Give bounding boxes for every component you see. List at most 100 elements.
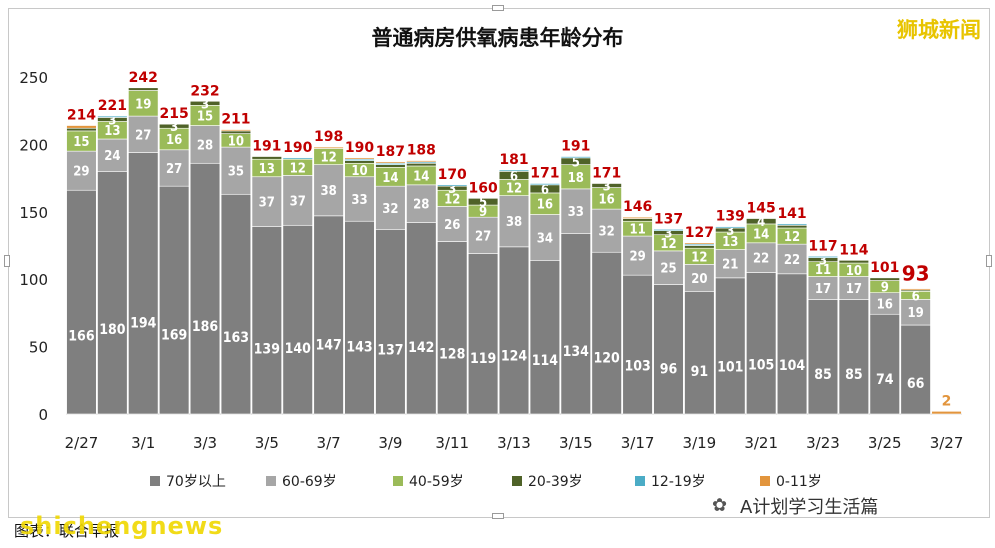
bar-segment — [807, 255, 839, 258]
segment-value-label: 14 — [753, 227, 769, 242]
bar-segment — [653, 284, 684, 415]
segment-value-label: 17 — [846, 282, 862, 297]
total-value-label: 170 — [438, 167, 467, 183]
bar-segment — [406, 184, 437, 223]
total-value-label: 191 — [252, 139, 281, 155]
bar-segment — [622, 216, 653, 219]
segment-value-label: 33 — [351, 193, 367, 208]
legend-label: 20-39岁 — [528, 474, 583, 490]
bar-segment — [900, 288, 931, 291]
segment-value-label: 20 — [691, 272, 707, 287]
legend-swatch — [150, 476, 160, 486]
bar-segment — [375, 161, 406, 164]
total-value-label: 139 — [716, 209, 745, 225]
segment-value-label: 66 — [907, 376, 925, 392]
segment-value-label: 18 — [568, 171, 584, 186]
bar-segment — [715, 277, 746, 415]
bar-segment — [159, 185, 190, 415]
x-tick-label: 3/23 — [806, 434, 840, 452]
total-value-label: 145 — [747, 201, 776, 217]
bar-segment — [467, 198, 499, 206]
segment-value-label: 12 — [444, 192, 460, 207]
segment-value-label: 19 — [908, 306, 924, 321]
segment-value-label: 9 — [479, 205, 487, 220]
bar-segment — [437, 206, 468, 242]
y-tick-label: 150 — [19, 204, 48, 222]
bar-segment — [406, 160, 437, 163]
x-tick-label: 3/19 — [683, 434, 717, 452]
bar-segment — [467, 253, 499, 415]
bar-segment — [653, 250, 684, 285]
legend-swatch — [393, 476, 403, 486]
bar-segment — [97, 115, 128, 118]
segment-value-label: 180 — [99, 322, 126, 338]
segment-value-label: 38 — [506, 215, 522, 230]
bar-segment — [653, 229, 684, 231]
segment-value-label: 3 — [726, 224, 734, 239]
x-tick-label: 3/17 — [621, 434, 655, 452]
bar-segment — [560, 188, 591, 234]
total-value-label: 114 — [839, 242, 868, 258]
segment-value-label: 3 — [448, 182, 456, 197]
resize-handle-top[interactable] — [492, 5, 504, 11]
segment-value-label: 37 — [259, 196, 275, 211]
resize-handle-left[interactable] — [4, 255, 10, 267]
bar-segment — [220, 129, 252, 132]
segment-value-label: 32 — [382, 202, 398, 217]
bar-segment — [97, 138, 128, 172]
total-value-label: 187 — [376, 144, 405, 160]
bar-segment — [622, 274, 653, 415]
segment-value-label: 11 — [629, 223, 645, 238]
segment-value-label: 13 — [104, 124, 120, 139]
segment-value-label: 6 — [541, 183, 549, 198]
site-watermark: shichengnews — [20, 512, 224, 540]
bar-segment — [344, 160, 375, 164]
segment-value-label: 32 — [599, 225, 615, 240]
segment-value-label: 3 — [819, 254, 827, 269]
total-value-label: 181 — [499, 152, 528, 168]
segment-value-label: 139 — [254, 341, 280, 357]
legend-label: 70岁以上 — [166, 474, 226, 490]
total-value-label: 93 — [902, 262, 930, 286]
total-value-label: 188 — [407, 143, 436, 159]
bar-segment — [529, 183, 561, 186]
bar-segment — [406, 222, 437, 415]
bar-segment — [437, 241, 468, 415]
segment-value-label: 101 — [717, 359, 743, 375]
legend-swatch — [512, 476, 522, 486]
x-tick-label: 3/21 — [744, 434, 778, 452]
total-value-label: 171 — [592, 165, 621, 181]
bar-segment — [776, 223, 808, 226]
segment-value-label: 21 — [722, 258, 738, 273]
resize-handle-bottom[interactable] — [492, 513, 504, 519]
segment-value-label: 5 — [479, 196, 487, 211]
total-value-label: 221 — [98, 98, 127, 114]
segment-value-label: 16 — [599, 192, 615, 207]
bar-segment — [560, 156, 591, 159]
bar-segment — [746, 242, 777, 273]
bar-segment — [529, 260, 561, 415]
bar-segment — [97, 171, 128, 415]
bar-segment — [220, 130, 252, 134]
resize-handle-right[interactable] — [986, 255, 992, 267]
bar-segment — [128, 115, 159, 153]
bar-segment — [437, 184, 468, 187]
x-tick-label: 3/7 — [317, 434, 341, 452]
bar-segment — [715, 226, 746, 229]
bar-segment — [66, 189, 97, 415]
segment-value-label: 10 — [351, 164, 367, 179]
segment-value-label: 3 — [201, 97, 209, 112]
total-value-label: 127 — [685, 225, 714, 241]
segment-value-label: 14 — [382, 171, 398, 186]
total-value-label: 198 — [314, 129, 343, 145]
total-value-label: 146 — [623, 199, 652, 215]
total-value-label: 2 — [942, 393, 952, 409]
legend-label: 40-59岁 — [409, 474, 464, 490]
bar-segment — [900, 299, 931, 326]
legend-label: 0-11岁 — [776, 474, 822, 490]
segment-value-label: 186 — [192, 319, 219, 335]
y-tick-label: 100 — [19, 271, 48, 289]
bar-segment — [282, 175, 313, 226]
segment-value-label: 5 — [572, 155, 580, 170]
